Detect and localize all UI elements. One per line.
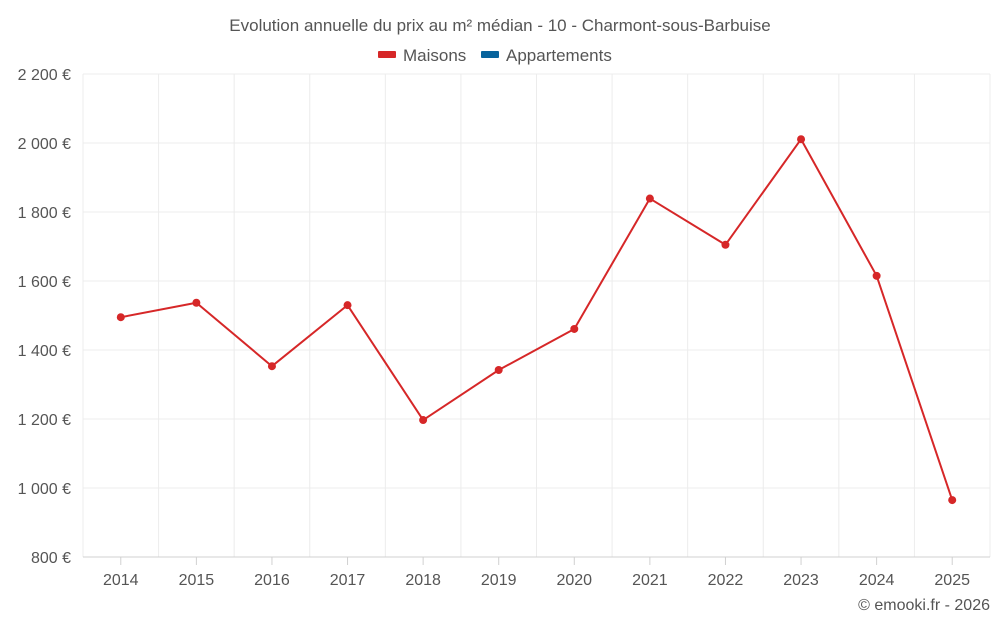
y-tick-label: 2 000 €	[18, 136, 71, 153]
y-tick-label: 1 400 €	[18, 343, 71, 360]
data-point-2025[interactable]	[948, 496, 957, 505]
legend-item-appartements[interactable]: Appartements	[481, 46, 612, 65]
x-tick-label: 2025	[934, 572, 970, 589]
data-point-2020[interactable]	[570, 324, 579, 333]
y-tick-label: 1 200 €	[18, 412, 71, 429]
series-maisons	[116, 135, 957, 505]
x-tick-label: 2024	[859, 572, 895, 589]
x-tick-label: 2018	[405, 572, 441, 589]
legend-swatch-maisons	[378, 51, 396, 58]
data-point-2017[interactable]	[343, 301, 352, 310]
x-tick-label: 2020	[556, 572, 592, 589]
y-tick-label: 2 200 €	[18, 67, 71, 84]
data-point-2023[interactable]	[797, 135, 806, 144]
x-tick-label: 2021	[632, 572, 668, 589]
data-point-2018[interactable]	[419, 416, 428, 425]
data-point-2024[interactable]	[872, 271, 881, 280]
legend-label-appartements: Appartements	[506, 46, 612, 65]
x-tick-label: 2016	[254, 572, 290, 589]
x-tick-label: 2019	[481, 572, 517, 589]
chart-title: Evolution annuelle du prix au m² médian …	[229, 16, 770, 35]
x-tick-label: 2023	[783, 572, 819, 589]
x-tick-label: 2017	[330, 572, 366, 589]
data-point-2021[interactable]	[645, 194, 654, 203]
data-point-2022[interactable]	[721, 240, 730, 249]
legend-swatch-appartements	[481, 51, 499, 58]
data-point-2015[interactable]	[192, 298, 201, 307]
x-tick-label: 2015	[179, 572, 215, 589]
data-point-2014[interactable]	[116, 313, 125, 322]
data-point-2019[interactable]	[494, 366, 503, 375]
y-tick-label: 1 800 €	[18, 205, 71, 222]
series-line-maisons	[120, 138, 954, 501]
y-tick-label: 1 000 €	[18, 481, 71, 498]
x-tick-label: 2022	[708, 572, 744, 589]
data-point-2016[interactable]	[267, 362, 276, 371]
legend-label-maisons: Maisons	[403, 46, 466, 65]
x-tick-label: 2014	[103, 572, 139, 589]
legend[interactable]: Maisons Appartements	[378, 46, 612, 65]
grid	[82, 73, 991, 557]
y-tick-label: 800 €	[31, 550, 71, 567]
credit-text: © emooki.fr - 2026	[858, 597, 990, 614]
legend-item-maisons[interactable]: Maisons	[378, 46, 466, 65]
axes: 800 € 1 000 € 1 200 € 1 400 € 1 600 € 1 800 €…	[18, 67, 990, 589]
y-tick-label: 1 600 €	[18, 274, 71, 291]
